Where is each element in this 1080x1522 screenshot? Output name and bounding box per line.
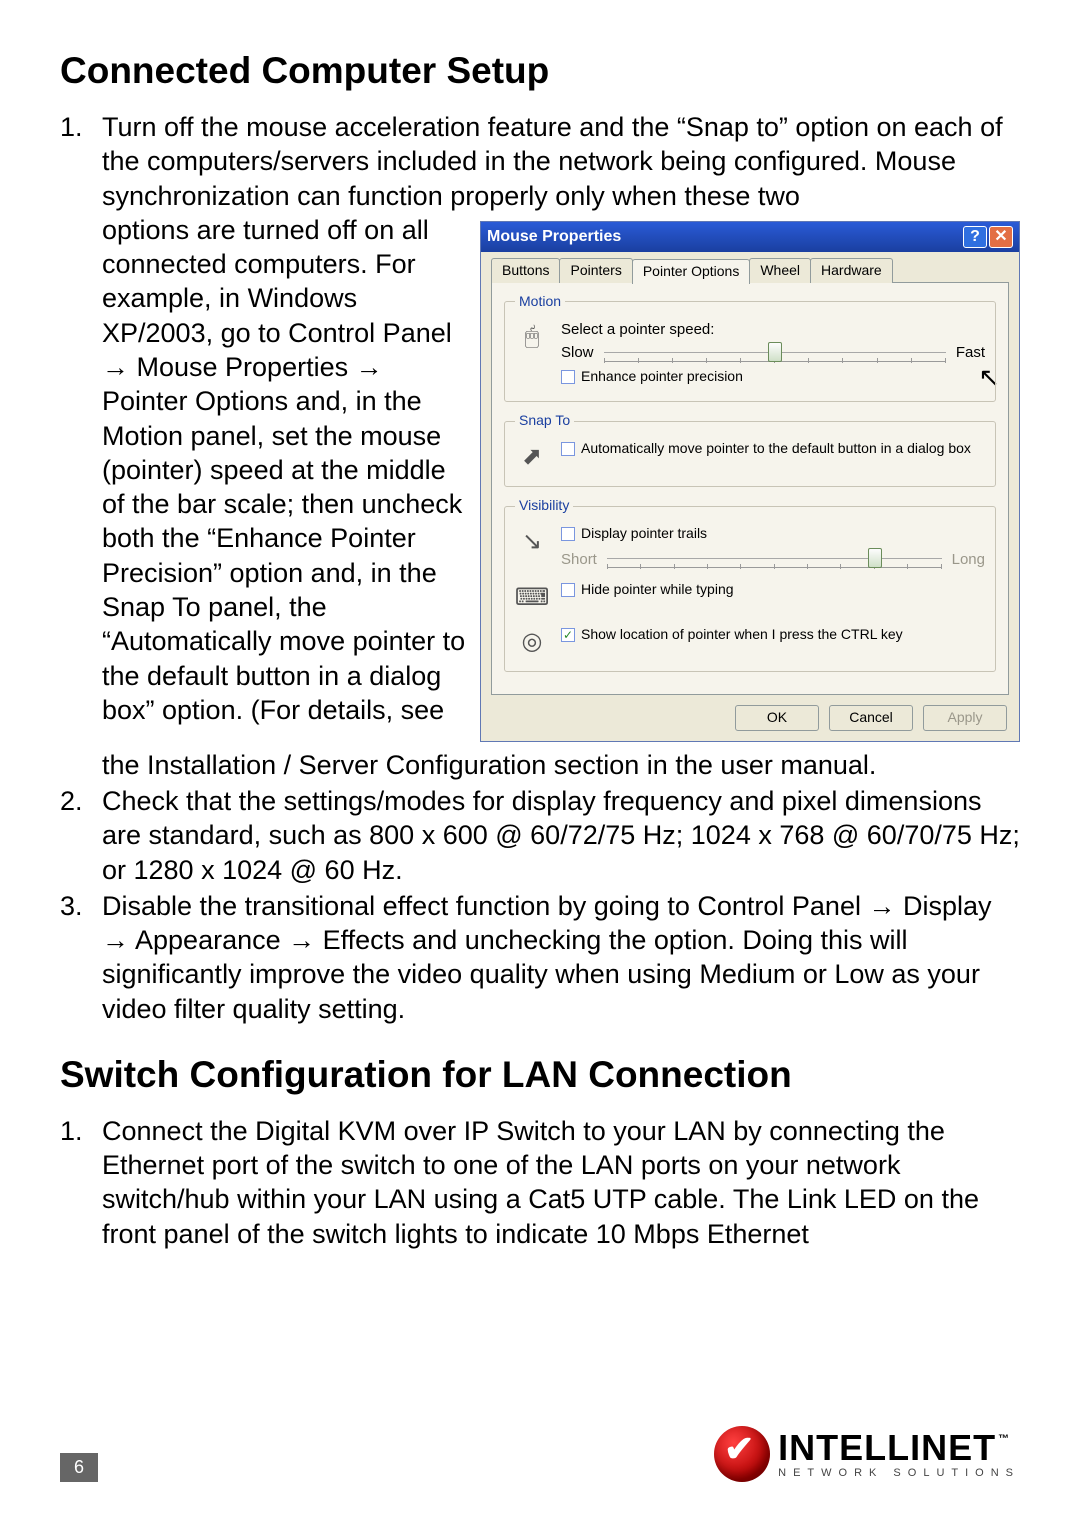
switch-step-1-text: Connect the Digital KVM over IP Switch t… [102, 1116, 979, 1249]
snapto-icon: ⬈ [515, 440, 549, 474]
trails-checkbox[interactable]: Display pointer trails [561, 525, 707, 543]
trails-long-label: Long [952, 550, 985, 569]
page-footer: 6 INTELLINET™ NETWORK SOLUTIONS [60, 1426, 1020, 1482]
step-2: 2. Check that the settings/modes for dis… [60, 784, 1020, 887]
step-1-wrapped-text: options are turned off on all connected … [102, 215, 465, 725]
pointer-speed-thumb[interactable] [768, 342, 782, 362]
step-1-tail: the Installation / Server Configuration … [102, 750, 876, 780]
ctrl-locate-icon: ◎ [515, 625, 549, 659]
trails-label: Display pointer trails [581, 525, 707, 543]
motion-select-label: Select a pointer speed: [561, 320, 985, 339]
brand-logo-icon [714, 1426, 770, 1482]
hide-pointer-checkbox[interactable]: Hide pointer while typing [561, 581, 734, 599]
mouse-properties-dialog: Mouse Properties ? ✕ Buttons Pointers Po… [480, 221, 1020, 742]
step-2-number: 2. [60, 784, 83, 818]
steps-list-2: 1. Connect the Digital KVM over IP Switc… [60, 1114, 1020, 1251]
enhance-precision-checkbox[interactable]: Enhance pointer precision [561, 368, 743, 386]
visibility-fieldset: Visibility ↘ Display pointer trails [504, 497, 996, 672]
enhance-precision-label: Enhance pointer precision [581, 368, 743, 386]
ctrl-locate-label: Show location of pointer when I press th… [581, 626, 903, 644]
dialog-titlebar: Mouse Properties ? ✕ [481, 222, 1019, 252]
step-3-number: 3. [60, 889, 83, 923]
dialog-button-row: OK Cancel Apply [491, 695, 1009, 731]
help-button[interactable]: ? [963, 226, 987, 248]
apply-button[interactable]: Apply [923, 705, 1007, 731]
page-number: 6 [60, 1453, 98, 1482]
motion-icon: 🖱 [515, 320, 549, 354]
tab-hardware[interactable]: Hardware [810, 258, 893, 283]
heading-connected-setup: Connected Computer Setup [60, 50, 1020, 92]
heading-switch-config: Switch Configuration for LAN Connection [60, 1054, 1020, 1096]
step-1-intro: Turn off the mouse acceleration feature … [102, 112, 1003, 211]
snapto-fieldset: Snap To ⬈ Automatically move pointer to … [504, 412, 996, 487]
cancel-button[interactable]: Cancel [829, 705, 913, 731]
visibility-legend: Visibility [515, 497, 573, 515]
step-3-text: Disable the transitional effect function… [102, 891, 992, 1024]
pointer-speed-slider[interactable] [604, 344, 946, 362]
trails-short-label: Short [561, 550, 597, 569]
dialog-tabs: Buttons Pointers Pointer Options Wheel H… [491, 258, 1009, 283]
brand-block: INTELLINET™ NETWORK SOLUTIONS [714, 1426, 1020, 1482]
motion-slow-label: Slow [561, 343, 594, 362]
steps-list-1: 1. Turn off the mouse acceleration featu… [60, 110, 1020, 1026]
ctrl-locate-checkbox[interactable]: ✓ Show location of pointer when I press … [561, 626, 903, 644]
hide-pointer-icon: ⌨ [515, 581, 549, 615]
brand-name: INTELLINET™ [778, 1430, 1020, 1466]
dialog-title: Mouse Properties [487, 227, 961, 247]
switch-step-1-number: 1. [60, 1114, 83, 1148]
step-2-text: Check that the settings/modes for displa… [102, 786, 1020, 885]
ok-button[interactable]: OK [735, 705, 819, 731]
step-3: 3. Disable the transitional effect funct… [60, 889, 1020, 1026]
tab-buttons[interactable]: Buttons [491, 258, 560, 283]
brand-subtitle: NETWORK SOLUTIONS [778, 1468, 1020, 1479]
trails-slider [607, 550, 942, 568]
tab-pointer-options[interactable]: Pointer Options [632, 259, 751, 284]
tab-pointers[interactable]: Pointers [559, 258, 632, 283]
motion-fieldset: Motion 🖱 Select a pointer speed: Slow [504, 293, 996, 403]
step-1: 1. Turn off the mouse acceleration featu… [60, 110, 1020, 782]
snapto-label: Automatically move pointer to the defaul… [581, 440, 971, 458]
snapto-checkbox[interactable]: Automatically move pointer to the defaul… [561, 440, 971, 458]
snapto-legend: Snap To [515, 412, 574, 430]
motion-legend: Motion [515, 293, 565, 311]
mouse-properties-figure: Mouse Properties ? ✕ Buttons Pointers Po… [480, 221, 1020, 742]
switch-step-1: 1. Connect the Digital KVM over IP Switc… [60, 1114, 1020, 1251]
dialog-panel: ↖ Motion 🖱 Select a pointer speed: [491, 282, 1009, 695]
trails-thumb [868, 548, 882, 568]
step-1-number: 1. [60, 110, 83, 144]
close-button[interactable]: ✕ [989, 226, 1013, 248]
motion-fast-label: Fast [956, 343, 985, 362]
trails-icon: ↘ [515, 525, 549, 559]
hide-pointer-label: Hide pointer while typing [581, 581, 734, 599]
tab-wheel[interactable]: Wheel [749, 258, 811, 283]
